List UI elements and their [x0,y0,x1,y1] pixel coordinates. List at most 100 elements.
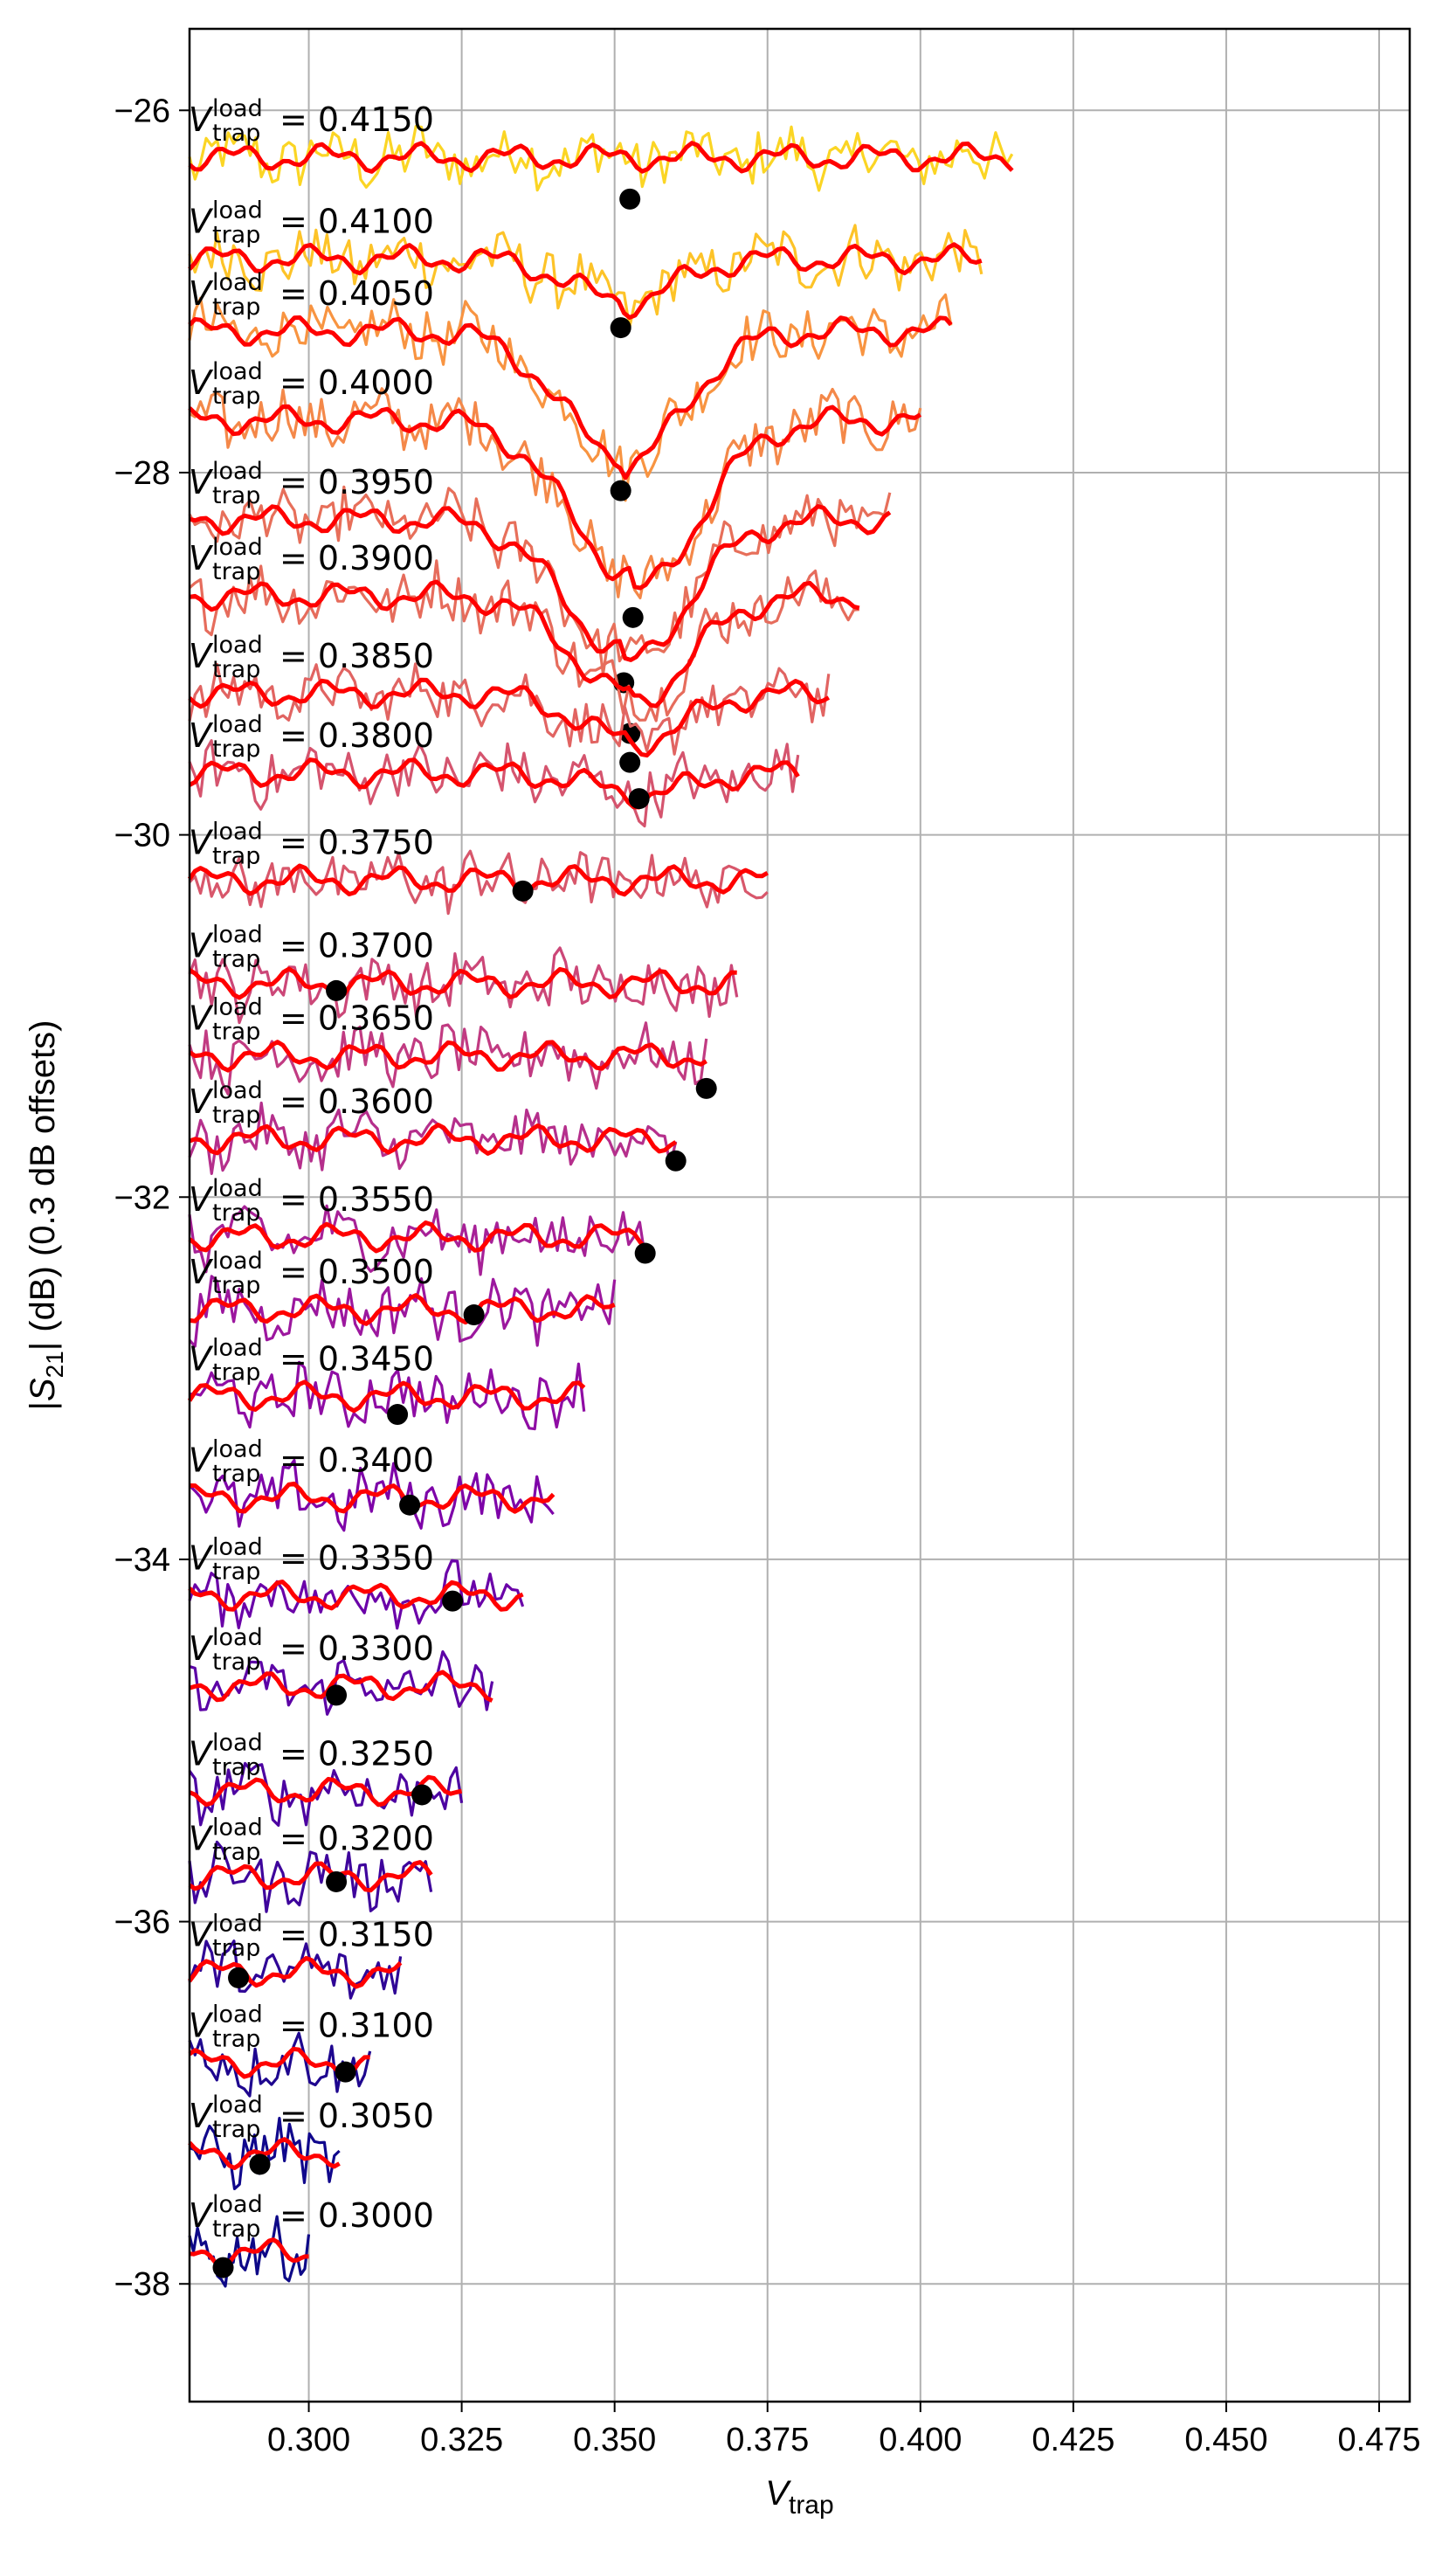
series-raw-line [188,125,1014,192]
series-label-value: = 0.3600 [279,1082,434,1121]
series-label-v: V [189,1734,214,1773]
series-label-sup: load [212,1435,263,1462]
series-fit-line [188,1860,433,1893]
x-tick-label: 0.425 [1032,2422,1114,2458]
series-label-v: V [189,716,214,755]
series-minimum-marker [399,1494,421,1516]
series-label-value: = 0.3650 [279,999,434,1038]
series-fit-line [189,2237,309,2270]
series-label-sub: trap [212,383,260,410]
series-label-value: = 0.3250 [279,1734,434,1773]
series-label-v: V [189,1082,214,1121]
series-label-v: V [189,999,214,1038]
series-label-value: = 0.4050 [279,274,434,313]
series-label-sub: trap [212,482,260,509]
series-minimum-marker [622,606,644,628]
series-label-value: = 0.3800 [279,716,434,755]
series-minimum-marker [619,722,641,744]
plot-frame [188,27,1411,2403]
series-fit-line [188,404,922,591]
series-minimum-marker [634,1242,656,1264]
x-tick-label: 0.325 [420,2422,503,2458]
series-label-value: = 0.3550 [279,1180,434,1219]
series-label-value: = 0.3350 [279,1538,434,1577]
series-label-sup: load [212,632,263,659]
series-label-sub: trap [212,946,260,973]
series-label-v: V [189,1538,214,1577]
series-label-sub: trap [212,1558,260,1585]
series-label-value: = 0.3100 [279,2006,434,2044]
series-label-sub: trap [212,1272,260,1299]
series-group [187,125,1014,2288]
series-label-sup: load [212,358,263,385]
axis-ticks: 0.300 0.325 0.350 0.375 0.400 0.425 0.450 0.475… [114,93,1421,2458]
series-raw-line [189,1360,586,1431]
series-label-v: V [189,1629,214,1668]
series-fit-line [188,242,983,320]
series-label-sub: trap [212,221,260,248]
series-label-sup: load [212,1729,263,1756]
series-minimum-marker [228,1967,250,1988]
series-raw-line [189,1649,494,1716]
series-minimum-marker [411,1784,433,1806]
series-label-sup: load [212,269,263,296]
series-fit-line [189,579,860,709]
series-label-sub: trap [212,1199,260,1227]
series-label-sub: trap [212,1839,260,1866]
series-fit-line [188,1220,647,1254]
series-label-v: V [189,539,214,577]
series-label-value: = 0.4150 [279,100,434,139]
series-label-sub: trap [212,294,260,321]
series-label-v: V [189,463,214,501]
series-fit-line [188,677,831,758]
series-label-value: = 0.3450 [279,1339,434,1378]
series-label-sup: load [212,2091,263,2119]
series-label-sub: trap [212,558,260,585]
series-label-sup: load [212,922,263,949]
series-label-v: V [189,100,214,139]
y-axis-label-part: S [24,1378,62,1401]
series-minimum-marker [326,1870,348,1892]
series-raw-line [188,849,769,916]
series-label-v: V [189,823,214,861]
series-label-sup: load [212,1815,263,1842]
series-minimum-marker [212,2257,234,2278]
series-label-value: = 0.3750 [279,823,434,861]
x-tick-label: 0.450 [1184,2422,1267,2458]
series-label-v: V [189,1916,214,1954]
series-label-sub: trap [212,1019,260,1046]
series-raw-line [188,1458,555,1532]
series-fit-line [187,1379,586,1414]
y-tick-label: −38 [114,2266,170,2303]
series-label-sub: trap [212,1935,260,1962]
series-fit-line [187,863,769,897]
series-fit-line [187,1955,403,1989]
series-label-value: = 0.3950 [279,463,434,501]
series-label-value: = 0.3500 [279,1253,434,1291]
series-label-v: V [189,2097,214,2135]
series-label-v: V [189,202,214,240]
series-minimum-marker [335,2061,356,2083]
y-tick-label: −28 [114,455,170,492]
series-label-sup: load [212,1077,263,1104]
series-label-value: = 0.3900 [279,539,434,577]
series-label-v: V [189,2006,214,2044]
series-raw-line [189,2117,341,2190]
series-fit-line [189,1123,678,1156]
series-fit-line [188,966,737,1000]
